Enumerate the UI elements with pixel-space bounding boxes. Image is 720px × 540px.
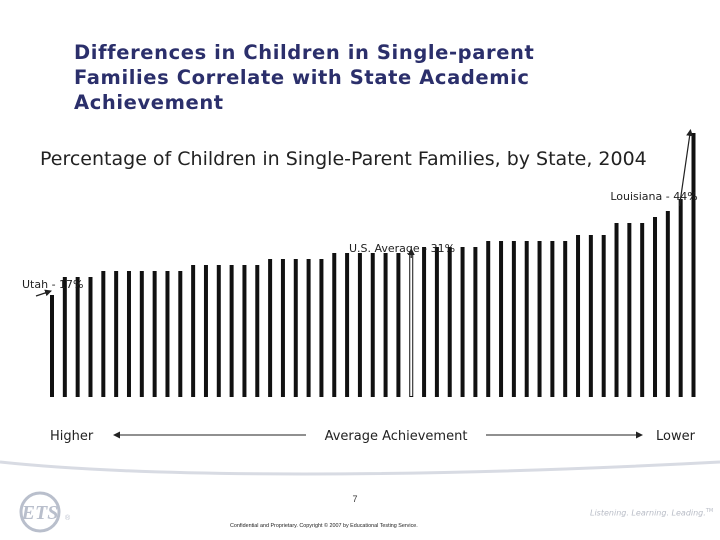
bar-series	[50, 133, 696, 397]
annotation-min-label: Utah - 17%	[22, 278, 84, 291]
svg-text:®: ®	[65, 514, 71, 522]
bar	[229, 265, 234, 397]
ets-logo: ETS ®	[10, 490, 80, 539]
bar	[563, 241, 568, 397]
annotation-min-arrow	[35, 289, 52, 297]
annotation-max-arrow	[678, 129, 694, 207]
slide-title-line-3: Achievement	[74, 91, 224, 114]
slide-title-line-1: Differences in Children in Single-parent	[74, 41, 535, 64]
bar	[537, 241, 542, 397]
slide-title: Differences in Children in Single-parent…	[74, 40, 674, 115]
bar	[473, 247, 478, 397]
slide-title-line-2: Families Correlate with State Academic	[74, 66, 530, 89]
bar	[370, 253, 375, 397]
tagline-trademark: TM	[705, 508, 714, 514]
bar	[640, 223, 645, 397]
bar	[242, 265, 247, 397]
bar	[627, 223, 632, 397]
bar	[524, 241, 529, 397]
bar	[88, 277, 93, 397]
bar	[511, 241, 516, 397]
bar	[422, 247, 427, 397]
bar	[588, 235, 593, 397]
bar	[152, 271, 157, 397]
bar	[499, 241, 504, 397]
bar	[396, 253, 401, 397]
bar	[255, 265, 260, 397]
bar	[332, 253, 337, 397]
bar	[114, 271, 119, 397]
bar	[614, 223, 619, 397]
bar	[280, 259, 285, 397]
chart-title: Percentage of Children in Single-Parent …	[40, 148, 647, 170]
annotation-average-label: U.S. Average - 31%	[349, 242, 455, 255]
bar	[306, 259, 311, 397]
bar	[293, 259, 298, 397]
bar	[319, 259, 324, 397]
bar	[653, 217, 658, 397]
bar	[601, 235, 606, 397]
achievement-axis: Higher Average Achievement Lower	[50, 429, 696, 444]
bar	[460, 247, 465, 397]
bar	[550, 241, 555, 397]
bar	[383, 253, 388, 397]
bar	[101, 271, 106, 397]
bar-us-average	[409, 253, 414, 397]
bar	[665, 211, 670, 397]
ets-logo-mark: ETS ®	[19, 491, 71, 533]
bar	[268, 259, 273, 397]
bar	[447, 247, 452, 397]
axis-label-lower: Lower	[656, 429, 696, 444]
axis-label-higher: Higher	[50, 429, 94, 444]
bar	[139, 271, 144, 397]
bar	[126, 271, 131, 397]
tagline-text: Listening. Learning. Leading.	[590, 508, 706, 518]
page-number: 7	[352, 494, 358, 504]
bar	[50, 295, 54, 397]
bar	[576, 235, 581, 397]
annotation-max-label: Louisiana - 44%	[610, 190, 697, 203]
bar	[178, 271, 183, 397]
bar	[434, 247, 439, 397]
bar	[62, 277, 67, 397]
svg-text:ETS: ETS	[21, 502, 59, 524]
bar	[357, 253, 362, 397]
bar	[191, 265, 196, 397]
copyright-text: Confidential and Proprietary. Copyright …	[230, 523, 418, 529]
bar	[216, 265, 221, 397]
tagline: Listening. Learning. Leading.TM	[590, 508, 713, 518]
bar	[203, 265, 208, 397]
bar	[75, 277, 80, 397]
chart-annotations: Utah - 17% U.S. Average - 31% Louisiana - …	[22, 129, 698, 297]
bar	[165, 271, 170, 397]
bar	[345, 253, 350, 397]
bar	[486, 241, 491, 397]
axis-label-center: Average Achievement	[325, 429, 468, 444]
bar	[691, 133, 696, 397]
footer-swoosh	[0, 460, 720, 476]
bar	[678, 199, 683, 397]
